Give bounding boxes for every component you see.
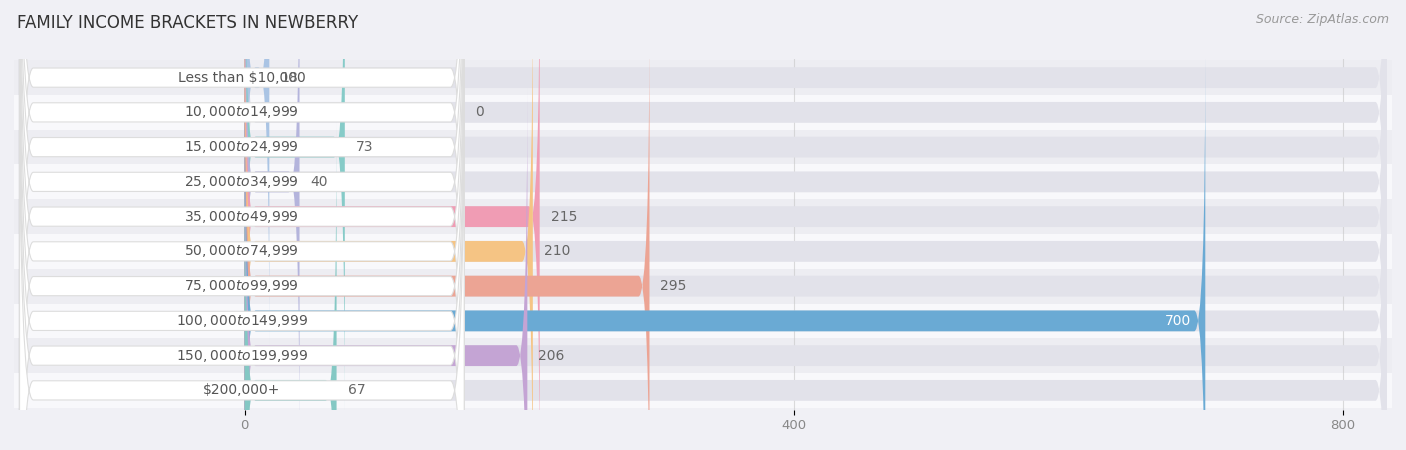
FancyBboxPatch shape: [14, 199, 1392, 234]
FancyBboxPatch shape: [20, 0, 464, 450]
Text: $35,000 to $49,999: $35,000 to $49,999: [184, 209, 299, 225]
FancyBboxPatch shape: [14, 95, 1392, 130]
FancyBboxPatch shape: [245, 0, 1386, 345]
FancyBboxPatch shape: [245, 0, 1386, 450]
Text: 0: 0: [475, 105, 484, 119]
Text: $200,000+: $200,000+: [204, 383, 281, 397]
FancyBboxPatch shape: [20, 0, 464, 450]
Text: 210: 210: [544, 244, 571, 258]
FancyBboxPatch shape: [245, 0, 1386, 450]
FancyBboxPatch shape: [245, 123, 336, 450]
Text: 18: 18: [280, 71, 298, 85]
Text: $10,000 to $14,999: $10,000 to $14,999: [184, 104, 299, 120]
FancyBboxPatch shape: [245, 0, 540, 450]
Text: 700: 700: [1166, 314, 1191, 328]
Text: $50,000 to $74,999: $50,000 to $74,999: [184, 243, 299, 259]
FancyBboxPatch shape: [20, 0, 464, 450]
FancyBboxPatch shape: [14, 373, 1392, 408]
Text: 215: 215: [551, 210, 576, 224]
FancyBboxPatch shape: [245, 0, 299, 450]
FancyBboxPatch shape: [20, 0, 464, 415]
FancyBboxPatch shape: [245, 88, 1386, 450]
FancyBboxPatch shape: [245, 18, 650, 450]
FancyBboxPatch shape: [14, 269, 1392, 303]
Text: Source: ZipAtlas.com: Source: ZipAtlas.com: [1256, 14, 1389, 27]
Text: 73: 73: [356, 140, 373, 154]
FancyBboxPatch shape: [20, 0, 464, 450]
FancyBboxPatch shape: [245, 123, 1386, 450]
Text: 67: 67: [347, 383, 366, 397]
FancyBboxPatch shape: [245, 53, 1205, 450]
Text: FAMILY INCOME BRACKETS IN NEWBERRY: FAMILY INCOME BRACKETS IN NEWBERRY: [17, 14, 359, 32]
FancyBboxPatch shape: [245, 0, 1386, 450]
FancyBboxPatch shape: [20, 0, 464, 450]
Text: 206: 206: [538, 349, 565, 363]
FancyBboxPatch shape: [245, 0, 1386, 415]
Text: $15,000 to $24,999: $15,000 to $24,999: [184, 139, 299, 155]
Text: $75,000 to $99,999: $75,000 to $99,999: [184, 278, 299, 294]
FancyBboxPatch shape: [245, 0, 1386, 380]
FancyBboxPatch shape: [20, 53, 464, 450]
FancyBboxPatch shape: [245, 88, 527, 450]
FancyBboxPatch shape: [245, 0, 344, 415]
Text: Less than $10,000: Less than $10,000: [179, 71, 305, 85]
FancyBboxPatch shape: [20, 0, 464, 450]
Text: $100,000 to $149,999: $100,000 to $149,999: [176, 313, 308, 329]
FancyBboxPatch shape: [14, 60, 1392, 95]
FancyBboxPatch shape: [245, 18, 1386, 450]
FancyBboxPatch shape: [245, 0, 270, 345]
FancyBboxPatch shape: [14, 234, 1392, 269]
FancyBboxPatch shape: [245, 53, 1386, 450]
Text: 295: 295: [661, 279, 686, 293]
Text: $150,000 to $199,999: $150,000 to $199,999: [176, 348, 308, 364]
FancyBboxPatch shape: [14, 303, 1392, 338]
Text: $25,000 to $34,999: $25,000 to $34,999: [184, 174, 299, 190]
FancyBboxPatch shape: [14, 165, 1392, 199]
FancyBboxPatch shape: [14, 130, 1392, 165]
FancyBboxPatch shape: [245, 0, 533, 450]
FancyBboxPatch shape: [20, 18, 464, 450]
FancyBboxPatch shape: [14, 338, 1392, 373]
FancyBboxPatch shape: [20, 0, 464, 450]
Text: 40: 40: [311, 175, 328, 189]
